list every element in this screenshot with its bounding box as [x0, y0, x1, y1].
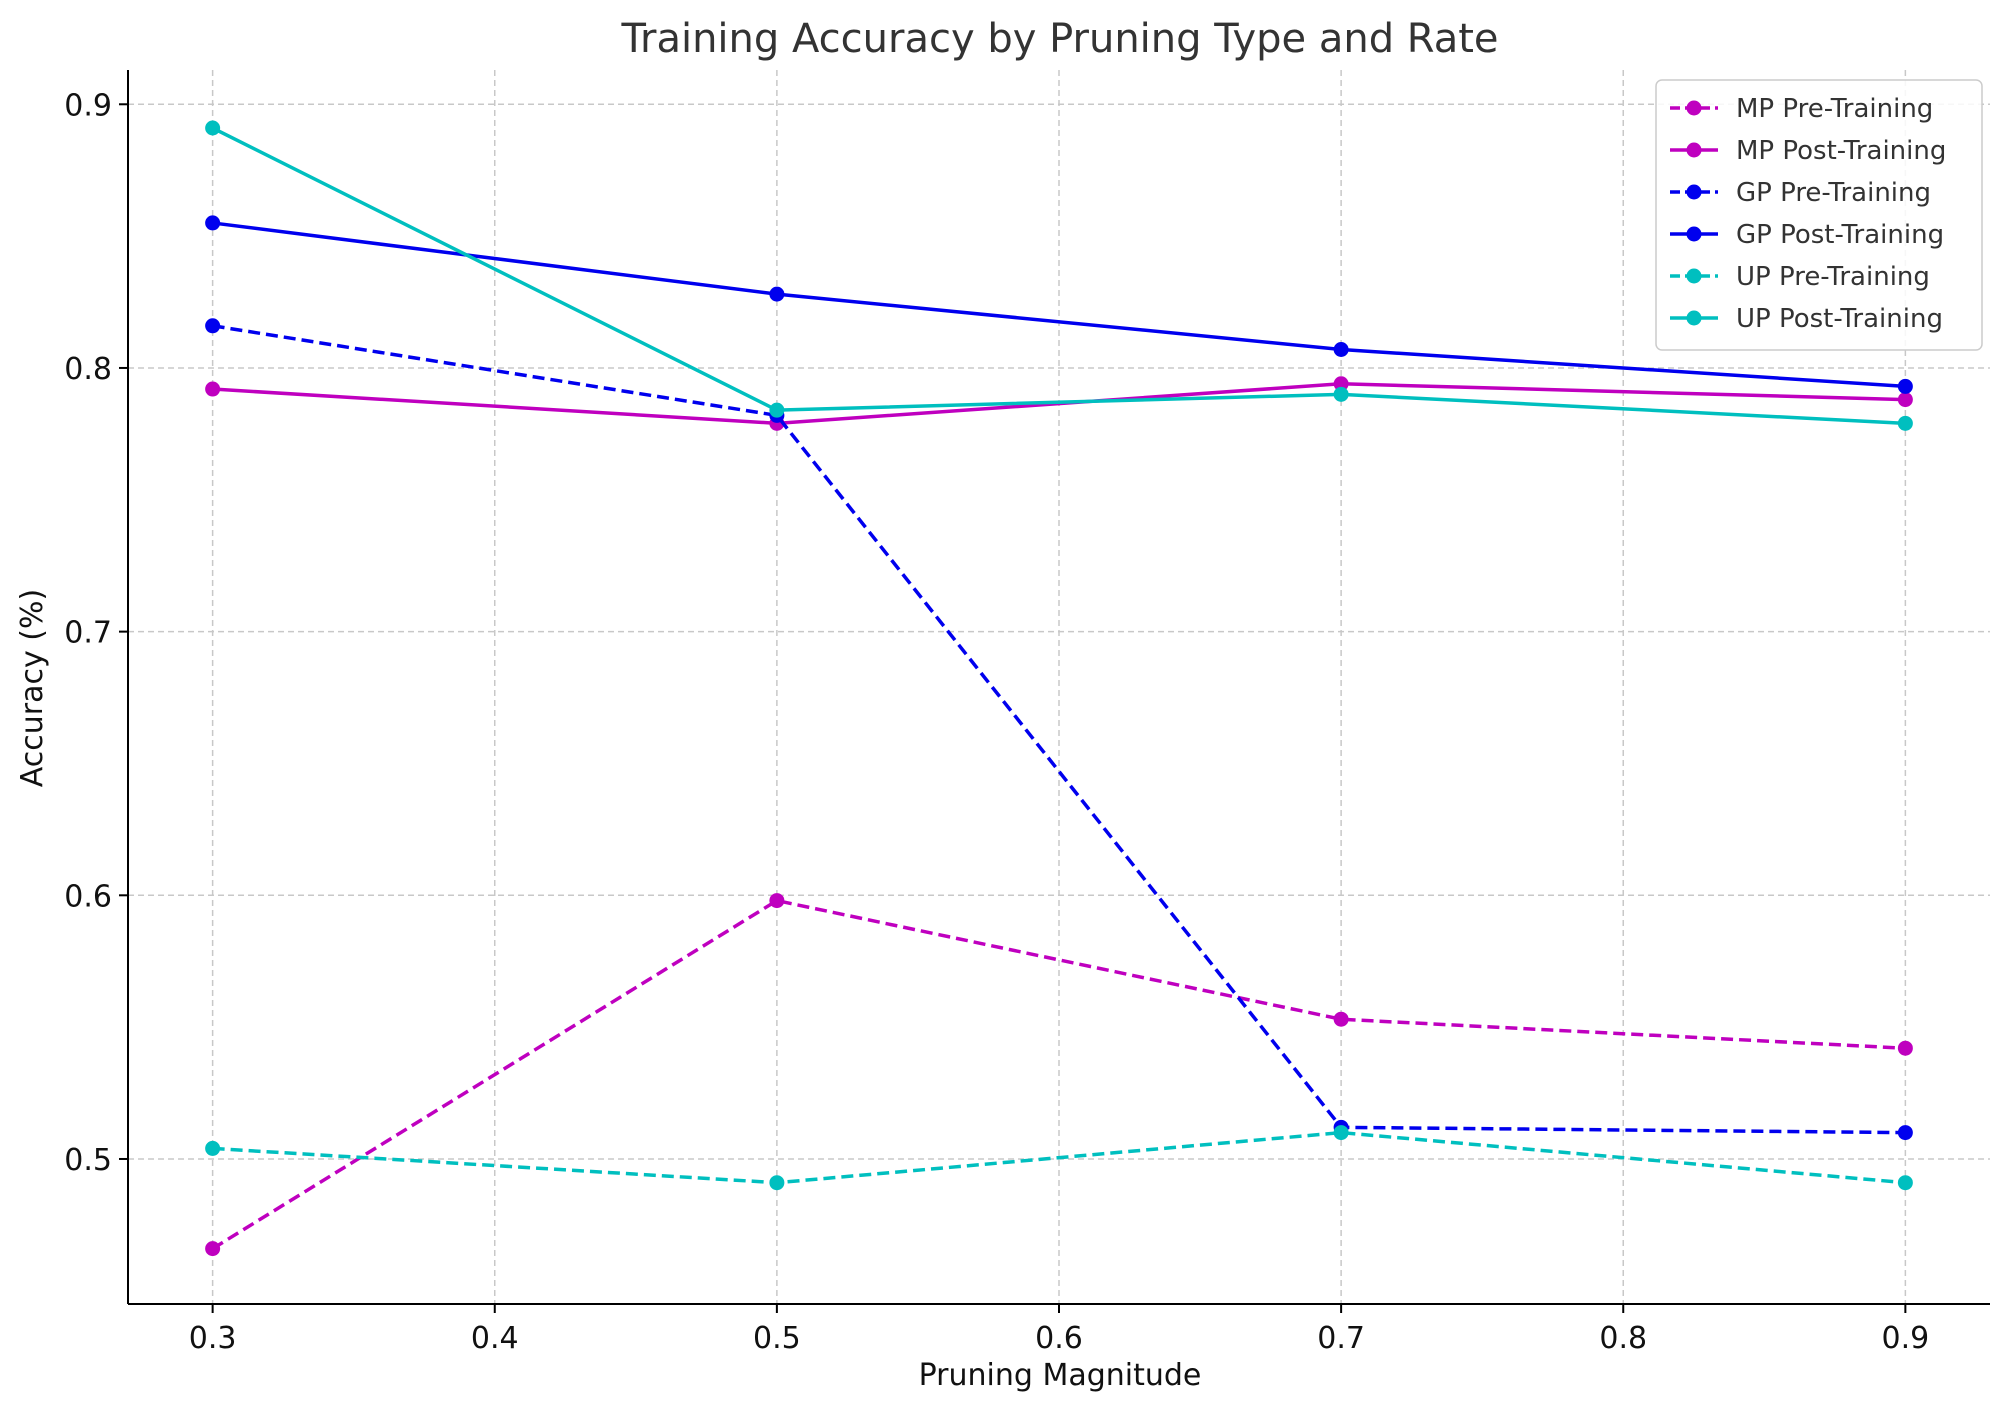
- legend-label: UP Post-Training: [1736, 304, 1943, 334]
- data-point-gp-post-training: [1333, 341, 1349, 357]
- legend-item: MP Post-Training: [1670, 136, 1946, 166]
- y-tick-label: 0.9: [64, 88, 112, 123]
- data-point-gp-pre-training: [1897, 1125, 1913, 1141]
- series-line-up-pre-training: [212, 1130, 1906, 1185]
- legend-marker: [1686, 226, 1702, 242]
- legend-label: GP Post-Training: [1736, 220, 1944, 250]
- data-point-mp-pre-training: [1333, 1011, 1349, 1027]
- data-point-up-post-training: [1897, 415, 1913, 431]
- data-point-mp-pre-training: [769, 893, 785, 909]
- series-gp-post-training: [205, 215, 1913, 394]
- legend-label: UP Pre-Training: [1736, 262, 1930, 292]
- data-point-mp-post-training: [1333, 376, 1349, 392]
- data-point-up-pre-training: [769, 1175, 785, 1191]
- chart-title: Training Accuracy by Pruning Type and Ra…: [620, 16, 1498, 62]
- data-point-up-post-training: [769, 402, 785, 418]
- data-point-mp-pre-training: [1897, 1040, 1913, 1056]
- legend: MP Pre-Training MP Post-Training GP Pre-Tr…: [1655, 79, 1983, 351]
- legend-marker: [1686, 268, 1702, 284]
- legend-marker: [1686, 100, 1702, 116]
- legend-item: GP Pre-Training: [1670, 178, 1931, 208]
- legend-marker: [1686, 142, 1702, 158]
- series-line-mp-pre-training: [211, 898, 1906, 1251]
- x-tick-label: 0.5: [753, 1321, 801, 1356]
- series-mp-pre-training: [205, 893, 1913, 1257]
- y-tick-label: 0.6: [64, 879, 112, 914]
- y-axis-label: Accuracy (%): [15, 589, 50, 787]
- legend-marker: [1686, 310, 1702, 326]
- legend-item: UP Post-Training: [1670, 304, 1943, 334]
- legend-label: GP Pre-Training: [1736, 178, 1931, 208]
- y-tick-label: 0.8: [64, 352, 112, 387]
- x-tick-label: 0.6: [1035, 1321, 1083, 1356]
- data-point-mp-post-training: [205, 381, 221, 397]
- data-point-gp-post-training: [205, 215, 221, 231]
- data-point-up-pre-training: [1897, 1175, 1913, 1191]
- data-point-up-post-training: [205, 120, 221, 136]
- series-up-pre-training: [205, 1125, 1913, 1191]
- tick-labels: 0.3 0.4 0.5 0.6 0.7 0.8 0.9 0.5 0.6 0.7 0.8 0.9: [64, 88, 1929, 1356]
- data-point-mp-pre-training: [205, 1241, 221, 1257]
- legend-item: UP Pre-Training: [1670, 262, 1930, 292]
- series-up-post-training: [205, 120, 1913, 431]
- legend-marker: [1686, 184, 1702, 200]
- data-point-up-pre-training: [1333, 1125, 1349, 1141]
- data-point-gp-post-training: [769, 286, 785, 302]
- data-point-up-pre-training: [205, 1140, 221, 1156]
- legend-box: [1655, 79, 1983, 351]
- x-tick-label: 0.8: [1599, 1321, 1647, 1356]
- legend-item: GP Post-Training: [1670, 220, 1944, 250]
- x-tick-label: 0.3: [189, 1321, 237, 1356]
- legend-label: MP Post-Training: [1736, 136, 1946, 166]
- legend-label: MP Pre-Training: [1736, 94, 1933, 124]
- x-axis-label: Pruning Magnitude: [919, 1358, 1202, 1393]
- data-point-gp-pre-training: [205, 318, 221, 334]
- y-tick-label: 0.5: [64, 1143, 112, 1178]
- series-line-gp-post-training: [212, 221, 1906, 389]
- x-tick-label: 0.4: [471, 1321, 519, 1356]
- data-point-mp-post-training: [1897, 392, 1913, 408]
- legend-item: MP Pre-Training: [1670, 94, 1933, 124]
- x-tick-label: 0.7: [1317, 1321, 1365, 1356]
- data-point-gp-post-training: [1897, 378, 1913, 394]
- data-point-up-post-training: [1333, 386, 1349, 402]
- series-line-up-post-training: [211, 126, 1906, 426]
- x-tick-label: 0.9: [1882, 1321, 1930, 1356]
- series-lines: [205, 120, 1913, 1257]
- y-tick-label: 0.7: [64, 616, 112, 651]
